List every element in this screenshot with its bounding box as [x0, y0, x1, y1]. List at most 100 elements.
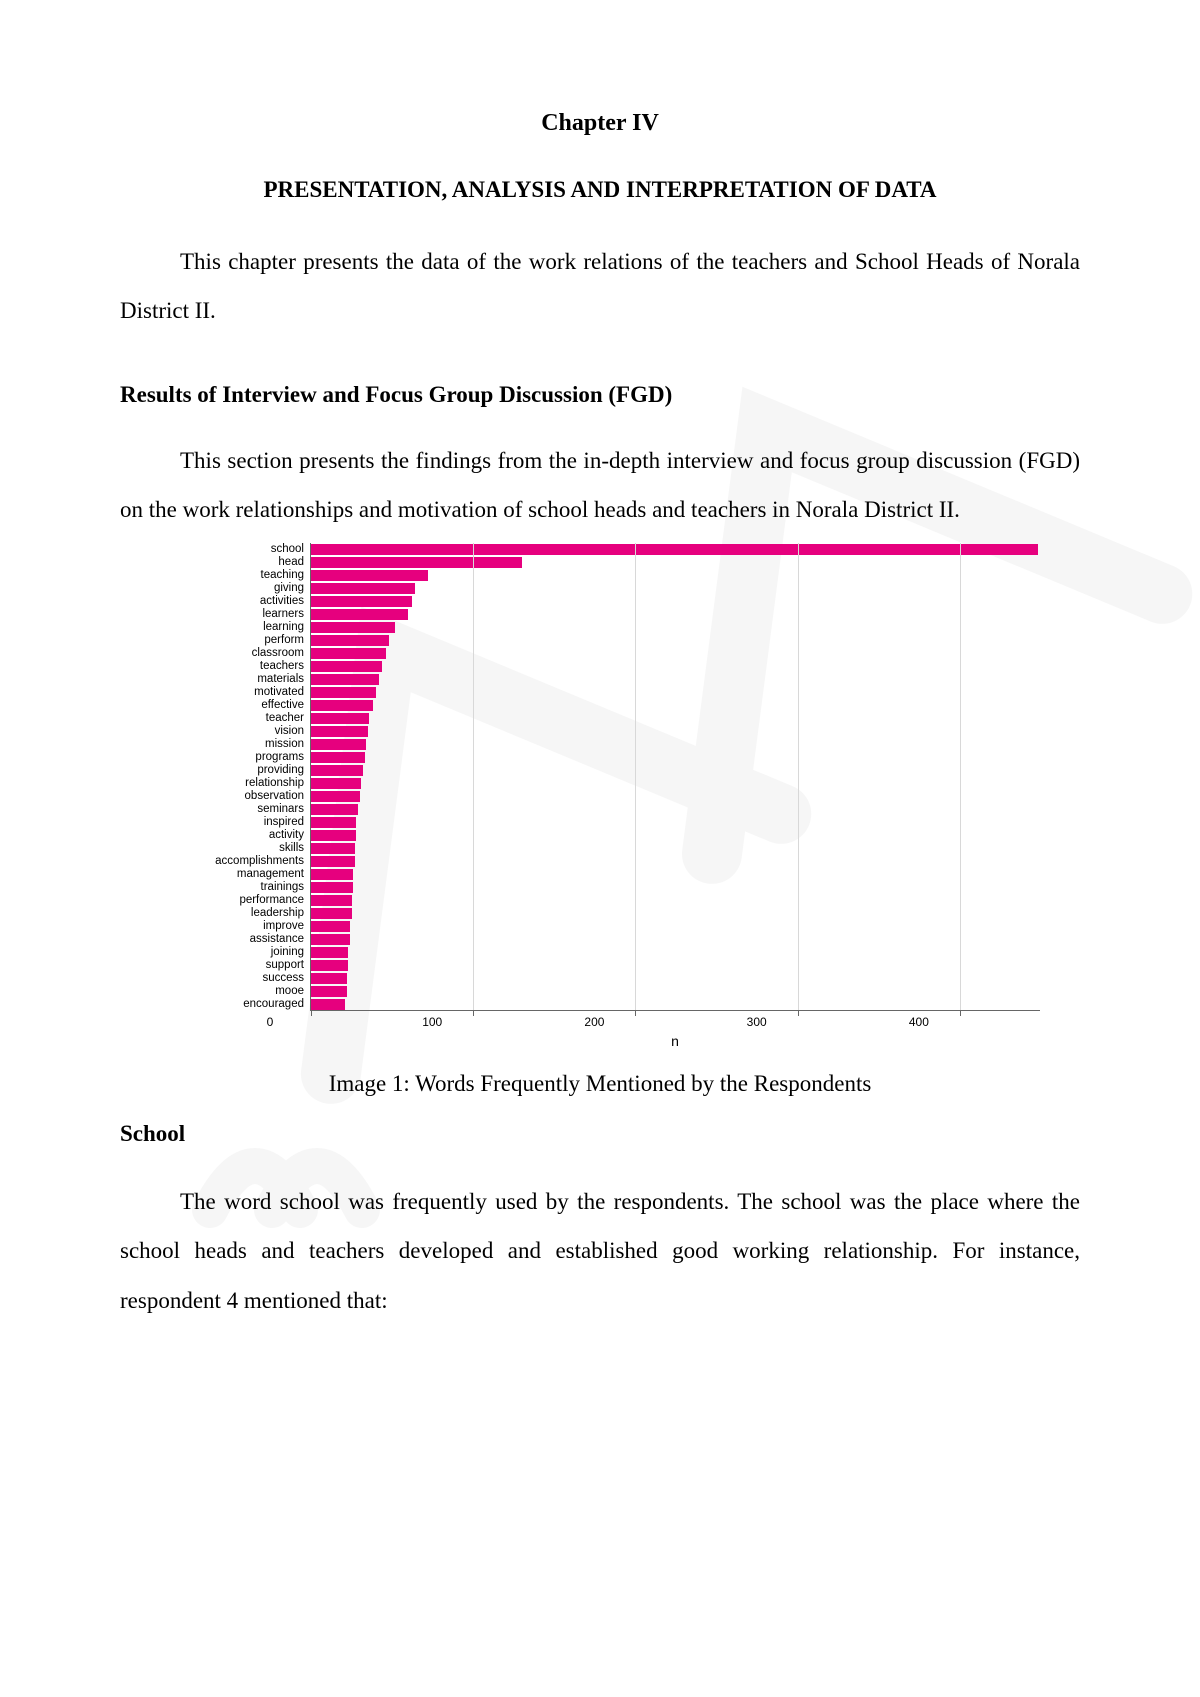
word-frequency-chart: schoolheadteachinggivingactivitieslearne…: [160, 543, 1040, 1011]
chart-y-label: success: [160, 972, 310, 985]
chart-y-label: motivated: [160, 686, 310, 699]
chart-plot-area: [310, 543, 1040, 1011]
chart-bar: [311, 973, 347, 984]
chart-y-label: leadership: [160, 907, 310, 920]
chart-y-label: skills: [160, 842, 310, 855]
chart-y-label: mooe: [160, 985, 310, 998]
chart-y-label: programs: [160, 751, 310, 764]
chart-bar: [311, 635, 389, 646]
chart-bar-row: [311, 777, 1040, 790]
chart-bar-row: [311, 894, 1040, 907]
chart-bar: [311, 960, 348, 971]
chart-bar: [311, 700, 373, 711]
chart-bar-row: [311, 855, 1040, 868]
chart-bar: [311, 791, 360, 802]
chart-bar: [311, 661, 382, 672]
chart-bar: [311, 570, 428, 581]
chart-bar: [311, 648, 386, 659]
chart-bar: [311, 934, 350, 945]
chart-y-label: management: [160, 868, 310, 881]
chart-gridline: [960, 543, 961, 1010]
chart-x-tick-label: 400: [909, 1015, 929, 1029]
chart-y-label: relationship: [160, 777, 310, 790]
chart-bar: [311, 921, 350, 932]
chart-bar: [311, 687, 376, 698]
chart-y-label: teacher: [160, 712, 310, 725]
chart-bar-row: [311, 946, 1040, 959]
chart-y-label: seminars: [160, 803, 310, 816]
chart-bar-row: [311, 764, 1040, 777]
chart-bar: [311, 609, 408, 620]
image-caption: Image 1: Words Frequently Mentioned by t…: [120, 1071, 1080, 1097]
chart-bars: [311, 543, 1040, 1010]
chart-bar: [311, 895, 352, 906]
chart-y-label: activity: [160, 829, 310, 842]
chart-bar: [311, 622, 395, 633]
chart-bar-row: [311, 621, 1040, 634]
chart-bar-row: [311, 803, 1040, 816]
chart-bar-row: [311, 712, 1040, 725]
chart-bar-row: [311, 920, 1040, 933]
chart-bar: [311, 882, 353, 893]
chart-y-label: joining: [160, 946, 310, 959]
chart-bar: [311, 583, 415, 594]
chart-x-label: n: [270, 1031, 1080, 1049]
chart-bar: [311, 843, 355, 854]
chart-y-label: learners: [160, 608, 310, 621]
chart-bar: [311, 557, 522, 568]
chart-y-label: support: [160, 959, 310, 972]
chart-y-label: inspired: [160, 816, 310, 829]
chart-y-label: observation: [160, 790, 310, 803]
chart-bar-row: [311, 998, 1040, 1011]
chart-bar-row: [311, 738, 1040, 751]
chart-bar-row: [311, 582, 1040, 595]
chart-bar: [311, 752, 365, 763]
chart-bar: [311, 856, 355, 867]
chart-bar-row: [311, 699, 1040, 712]
chart-x-tick-label: 300: [747, 1015, 767, 1029]
chart-bar-row: [311, 543, 1040, 556]
chart-gridline: [473, 543, 474, 1010]
chart-bar-row: [311, 686, 1040, 699]
chart-bar-row: [311, 816, 1040, 829]
chart-y-label: providing: [160, 764, 310, 777]
section-heading-school: School: [120, 1121, 1080, 1147]
chart-bar: [311, 804, 358, 815]
chart-bar: [311, 869, 353, 880]
chart-y-label: vision: [160, 725, 310, 738]
section2-paragraph: The word school was frequently used by t…: [120, 1177, 1080, 1325]
chart-bar-row: [311, 673, 1040, 686]
chart-y-label: activities: [160, 595, 310, 608]
chart-y-label: learning: [160, 621, 310, 634]
chart-y-label: accomplishments: [160, 855, 310, 868]
chart-bar: [311, 817, 356, 828]
chart-y-label: school: [160, 543, 310, 556]
chart-y-label: giving: [160, 582, 310, 595]
chart-container: schoolheadteachinggivingactivitieslearne…: [120, 543, 1080, 1049]
chart-bar-row: [311, 660, 1040, 673]
chart-y-label: improve: [160, 920, 310, 933]
chart-x-tick-label: 200: [584, 1015, 604, 1029]
chart-y-label: classroom: [160, 647, 310, 660]
section-heading-results: Results of Interview and Focus Group Dis…: [120, 382, 1080, 408]
chart-bar: [311, 999, 345, 1010]
chart-bar: [311, 986, 347, 997]
chart-bar-row: [311, 751, 1040, 764]
chart-gridline: [635, 543, 636, 1010]
intro-paragraph: This chapter presents the data of the wo…: [120, 237, 1080, 336]
chart-y-label: assistance: [160, 933, 310, 946]
chart-y-label: effective: [160, 699, 310, 712]
chart-y-label: teachers: [160, 660, 310, 673]
chart-bar-row: [311, 907, 1040, 920]
chart-bar-row: [311, 647, 1040, 660]
chart-y-label: encouraged: [160, 998, 310, 1011]
chart-gridline: [798, 543, 799, 1010]
chart-bar-row: [311, 725, 1040, 738]
chart-x-axis: 0100200300400: [270, 1011, 1000, 1031]
chart-bar-row: [311, 842, 1040, 855]
chart-y-label: head: [160, 556, 310, 569]
chart-bar: [311, 739, 366, 750]
chart-bar-row: [311, 881, 1040, 894]
chart-y-label: perform: [160, 634, 310, 647]
chart-bar-row: [311, 595, 1040, 608]
